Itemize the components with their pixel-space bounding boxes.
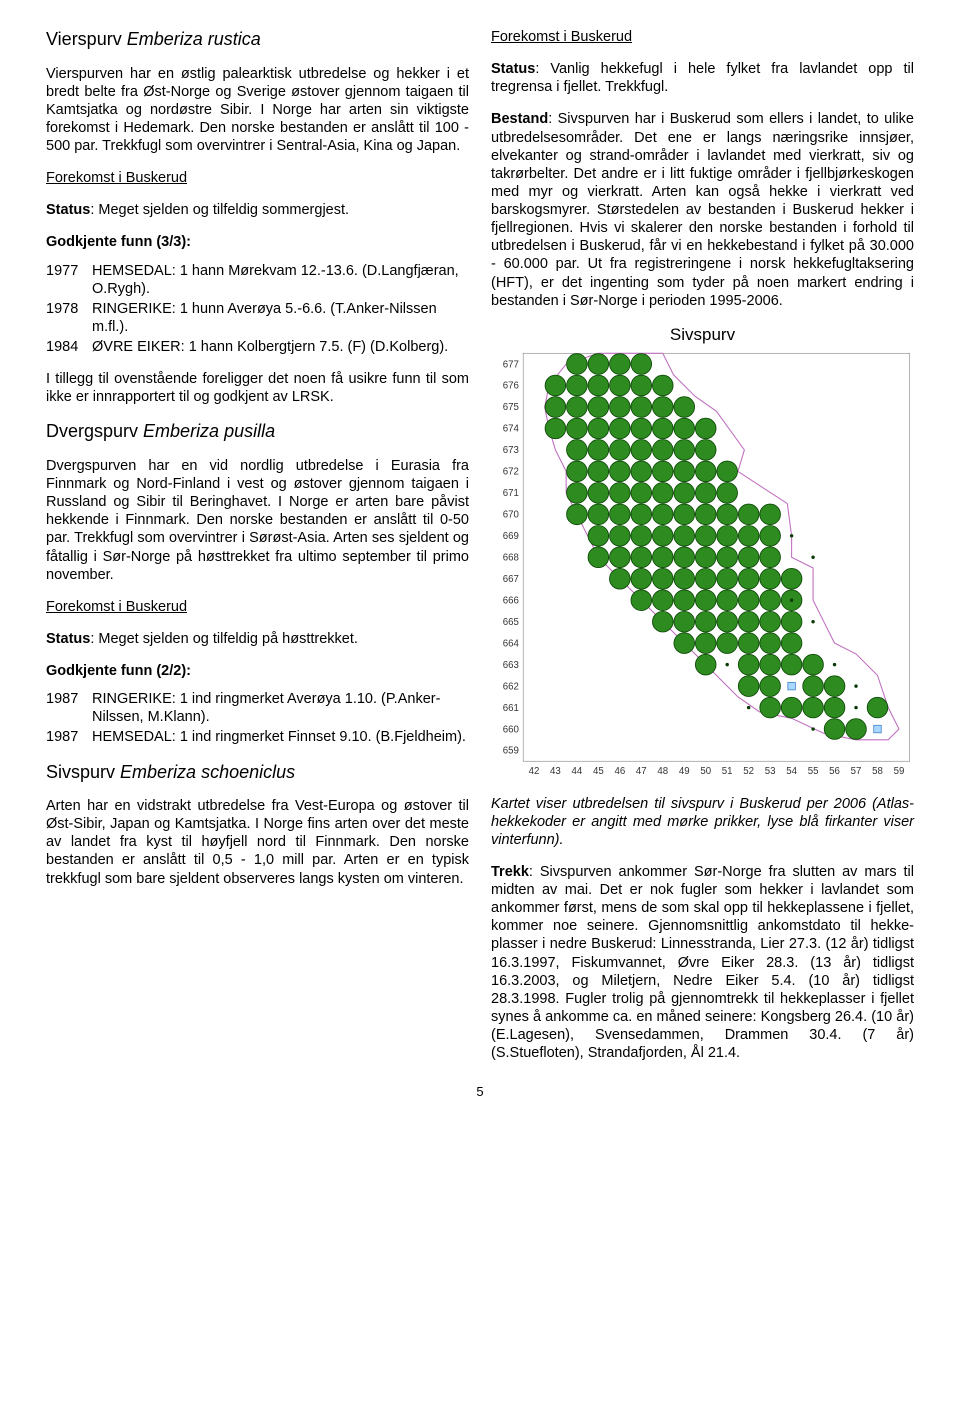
svg-text:661: 661 [503, 703, 519, 714]
intro-dvergspurv: Dvergspurven har en vid nordlig utbredel… [46, 457, 469, 584]
svg-text:53: 53 [765, 766, 776, 777]
bestand-sivspurv: Bestand: Sivspurven har i Buskerud som e… [491, 110, 914, 309]
funn-list-vierspurv: 1977HEMSEDAL: 1 hann Mørekvam 12.-13.6. … [46, 262, 469, 357]
svg-text:663: 663 [503, 660, 519, 671]
funn-head-vierspurv: Godkjente funn (3/3): [46, 233, 469, 251]
svg-text:56: 56 [829, 766, 840, 777]
funn-text: ØVRE EIKER: 1 hann Kolbergtjern 7.5. (F)… [92, 338, 469, 356]
two-column-layout: Vierspurv Emberiza rustica Vierspurven h… [46, 28, 914, 1076]
svg-text:659: 659 [503, 746, 519, 757]
funn-item: 1978RINGERIKE: 1 hunn Averøya 5.-6.6. (T… [46, 300, 469, 336]
species-heading-vierspurv: Vierspurv Emberiza rustica [46, 28, 469, 51]
species-heading-sivspurv: Sivspurv Emberiza schoeniclus [46, 761, 469, 784]
funn-item: 1987RINGERIKE: 1 ind ringmerket Averøya … [46, 690, 469, 726]
funn-year: 1987 [46, 690, 92, 726]
svg-text:671: 671 [503, 488, 519, 499]
intro-vierspurv: Vierspurven har en østlig palearktisk ut… [46, 65, 469, 156]
chart-title: Sivspurv [491, 324, 914, 345]
funn-item: 1984ØVRE EIKER: 1 hann Kolbergtjern 7.5.… [46, 338, 469, 356]
svg-text:674: 674 [503, 424, 520, 435]
svg-text:50: 50 [700, 766, 711, 777]
right-column: Forekomst i Buskerud Status: Vanlig hekk… [491, 28, 914, 1076]
funn-year: 1984 [46, 338, 92, 356]
svg-text:669: 669 [503, 531, 519, 542]
svg-text:662: 662 [503, 681, 519, 692]
svg-text:42: 42 [529, 766, 540, 777]
svg-text:45: 45 [593, 766, 604, 777]
left-column: Vierspurv Emberiza rustica Vierspurven h… [46, 28, 469, 1076]
svg-text:52: 52 [743, 766, 754, 777]
svg-text:664: 664 [503, 638, 520, 649]
status-vierspurv: Status: Meget sjelden og tilfeldig somme… [46, 201, 469, 219]
svg-text:675: 675 [503, 402, 519, 413]
svg-text:51: 51 [722, 766, 733, 777]
svg-text:48: 48 [657, 766, 668, 777]
svg-text:58: 58 [872, 766, 883, 777]
svg-text:47: 47 [636, 766, 647, 777]
funn-text: RINGERIKE: 1 hunn Averøya 5.-6.6. (T.Ank… [92, 300, 469, 336]
map-chart-wrap: Sivspurv 6776766756746736726716706696686… [491, 324, 914, 781]
svg-text:55: 55 [808, 766, 819, 777]
funn-item: 1977HEMSEDAL: 1 hann Mørekvam 12.-13.6. … [46, 262, 469, 298]
funn-text: HEMSEDAL: 1 ind ringmerket Finnset 9.10.… [92, 728, 469, 746]
funn-year: 1977 [46, 262, 92, 298]
svg-text:673: 673 [503, 445, 519, 456]
svg-text:57: 57 [851, 766, 862, 777]
funn-year: 1978 [46, 300, 92, 336]
svg-text:43: 43 [550, 766, 561, 777]
svg-text:49: 49 [679, 766, 690, 777]
funn-text: RINGERIKE: 1 ind ringmerket Averøya 1.10… [92, 690, 469, 726]
funn-item: 1987HEMSEDAL: 1 ind ringmerket Finnset 9… [46, 728, 469, 746]
species-heading-dvergspurv: Dvergspurv Emberiza pusilla [46, 420, 469, 443]
forekomst-head-right: Forekomst i Buskerud [491, 28, 914, 46]
svg-text:677: 677 [503, 359, 519, 370]
svg-text:54: 54 [786, 766, 797, 777]
funn-year: 1987 [46, 728, 92, 746]
svg-text:665: 665 [503, 617, 519, 628]
note-vierspurv: I tillegg til ovenstående foreligger det… [46, 370, 469, 406]
svg-text:676: 676 [503, 381, 519, 392]
svg-text:668: 668 [503, 552, 519, 563]
funn-list-dvergspurv: 1987RINGERIKE: 1 ind ringmerket Averøya … [46, 690, 469, 746]
status-dvergspurv: Status: Meget sjelden og tilfeldig på hø… [46, 630, 469, 648]
trekk-sivspurv: Trekk: Sivspurven ankommer Sør-Norge fra… [491, 863, 914, 1062]
svg-text:672: 672 [503, 467, 519, 478]
svg-text:667: 667 [503, 574, 519, 585]
status-sivspurv: Status: Vanlig hekkefugl i hele fylket f… [491, 60, 914, 96]
svg-text:59: 59 [894, 766, 905, 777]
forekomst-head-1: Forekomst i Buskerud [46, 169, 469, 187]
svg-text:670: 670 [503, 510, 519, 521]
funn-text: HEMSEDAL: 1 hann Mørekvam 12.-13.6. (D.L… [92, 262, 469, 298]
svg-text:660: 660 [503, 724, 519, 735]
funn-head-dvergspurv: Godkjente funn (2/2): [46, 662, 469, 680]
map-caption: Kartet viser utbredelsen til sivspurv i … [491, 795, 914, 849]
intro-sivspurv: Arten har en vidstrakt utbredelse fra Ve… [46, 797, 469, 888]
forekomst-head-2: Forekomst i Buskerud [46, 598, 469, 616]
svg-text:666: 666 [503, 595, 519, 606]
svg-text:44: 44 [572, 766, 583, 777]
page-number: 5 [46, 1084, 914, 1100]
svg-text:46: 46 [614, 766, 625, 777]
distribution-map: 677 676 675 674 673 672 671 670 669 668 667 666 665 6… [491, 349, 914, 781]
